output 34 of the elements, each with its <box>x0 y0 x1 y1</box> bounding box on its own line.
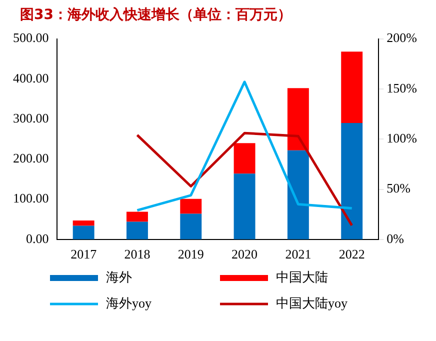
legend-label: 中国大陆yoy <box>276 295 348 310</box>
y-tick-label: 400.00 <box>13 70 49 86</box>
y-tick-label: 300.00 <box>13 110 49 126</box>
x-tick-label: 2017 <box>70 246 98 262</box>
bar <box>72 226 94 240</box>
x-tick-label: 2019 <box>178 246 204 262</box>
y-tick-label: 200.00 <box>13 150 49 166</box>
bar <box>287 88 309 150</box>
x-tick-label: 2021 <box>285 246 312 262</box>
bar <box>287 150 309 240</box>
y2-tick-label: 200% <box>386 30 418 46</box>
legend-label: 中国大陆 <box>276 269 328 284</box>
x-tick-label: 2018 <box>124 246 150 262</box>
y-tick-label: 500.00 <box>13 30 49 46</box>
y2-tick-label: 0% <box>386 230 404 246</box>
chart-title: 图33：海外收入快速增长（单位：百万元） <box>19 6 292 25</box>
bar <box>341 123 363 240</box>
bar <box>341 52 363 124</box>
bar <box>180 198 202 214</box>
x-tick-label: 2022 <box>338 246 365 262</box>
y2-tick-label: 50% <box>386 180 411 196</box>
bar <box>72 220 94 226</box>
bar <box>126 212 148 222</box>
y2-tick-label: 150% <box>386 80 418 96</box>
bar <box>126 222 148 240</box>
y-tick-label: 0.00 <box>26 230 49 246</box>
y-tick-label: 100.00 <box>13 190 49 206</box>
bar <box>234 174 256 240</box>
legend-label: 海外 <box>106 269 132 284</box>
x-tick-label: 2020 <box>232 246 258 262</box>
bar <box>234 143 256 174</box>
y2-tick-label: 100% <box>386 130 418 146</box>
bar <box>180 214 202 240</box>
legend-label: 海外yoy <box>106 295 152 310</box>
